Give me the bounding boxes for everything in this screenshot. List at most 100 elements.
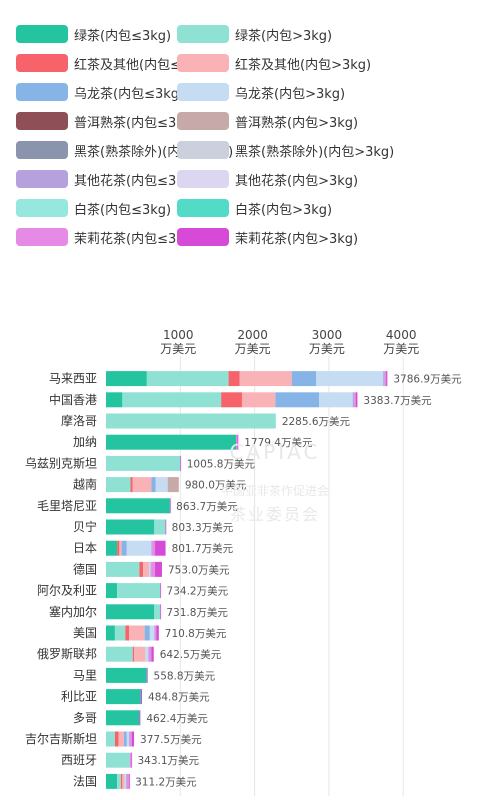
- bar-segment: [154, 625, 156, 641]
- x-tick-label: 3000: [312, 328, 343, 342]
- bar-segment: [239, 371, 292, 387]
- bar-segment: [106, 392, 123, 408]
- bar-segment: [118, 731, 124, 747]
- bar-segment: [148, 646, 150, 662]
- legend-swatch: [177, 199, 229, 217]
- category-label: 越南: [73, 477, 97, 492]
- bar-segment: [106, 710, 140, 726]
- legend-swatch: [177, 25, 229, 43]
- bar-segment: [121, 540, 127, 556]
- bar-segment: [152, 540, 156, 556]
- bar-segment: [106, 371, 147, 387]
- category-label: 中国香港: [49, 392, 97, 407]
- bar-segment: [151, 540, 153, 556]
- x-tick-label: 1000: [163, 328, 194, 342]
- bar-segment: [119, 540, 122, 556]
- bar-segment: [151, 561, 156, 577]
- category-label: 美国: [73, 626, 97, 640]
- bar-segment: [106, 625, 115, 641]
- bar-segment: [106, 646, 133, 662]
- bar-segment: [154, 519, 166, 535]
- legend-item: 普洱熟茶(内包>3kg): [177, 110, 358, 132]
- bar-segment: [125, 625, 130, 641]
- bar-segment: [134, 646, 146, 662]
- legend-label: 绿茶(内包≤3kg): [74, 28, 172, 44]
- category-label: 多哥: [73, 711, 97, 725]
- total-label: 803.3万美元: [172, 521, 234, 534]
- total-label: 642.5万美元: [160, 648, 222, 661]
- category-label: 加纳: [73, 435, 97, 449]
- bar-segment: [319, 392, 353, 408]
- bar-segment: [236, 434, 238, 450]
- total-label: 2285.6万美元: [282, 415, 351, 428]
- bar-segment: [384, 371, 387, 387]
- bar-segment: [132, 731, 135, 747]
- total-label: 343.1万美元: [137, 754, 199, 767]
- legend-label: 红茶及其他(内包>3kg): [235, 57, 372, 73]
- bar-segment: [122, 773, 125, 789]
- bar-segment: [291, 371, 317, 387]
- bar-segment: [106, 773, 118, 789]
- bar-segment: [114, 625, 126, 641]
- bar-segment: [126, 773, 127, 789]
- category-label: 吉尔吉斯斯坦: [25, 731, 97, 746]
- category-label: 乌兹别克斯坦: [25, 455, 97, 470]
- legend-item: 黑茶(熟茶除外)(内包>3kg): [177, 139, 394, 161]
- category-label: 阿尔及利亚: [37, 583, 97, 598]
- bar-segment: [154, 604, 161, 620]
- legend-item: 普洱熟茶(内包≤3kg): [16, 110, 197, 132]
- bar-segment: [131, 752, 133, 768]
- bar-segment: [155, 561, 162, 577]
- legend-item: 绿茶(内包≤3kg): [16, 23, 171, 45]
- bar-segment: [126, 540, 152, 556]
- legend-label: 普洱熟茶(内包≤3kg): [74, 115, 198, 131]
- category-label: 西班牙: [61, 753, 97, 767]
- bar-segment: [149, 646, 152, 662]
- bar-segment: [237, 434, 239, 450]
- bar-segment: [129, 752, 132, 768]
- bar-segment: [155, 477, 168, 493]
- legend-label: 乌龙茶(内包>3kg): [235, 86, 346, 102]
- legend-label: 其他花茶(内包>3kg): [235, 173, 359, 189]
- total-label: 731.8万美元: [166, 606, 228, 619]
- legend-label: 乌龙茶(内包≤3kg): [74, 86, 185, 102]
- bar-segment: [129, 773, 130, 789]
- total-label: 753.0万美元: [168, 563, 230, 576]
- legend-item: 白茶(内包≤3kg): [16, 197, 171, 219]
- legend-label: 普洱熟茶(内包>3kg): [235, 115, 359, 131]
- bar-segment: [354, 392, 356, 408]
- legend-label: 黑茶(熟茶除外)(内包>3kg): [235, 144, 395, 160]
- bar-segment: [106, 604, 155, 620]
- legend-swatch: [16, 228, 68, 246]
- bar-segment: [146, 667, 148, 683]
- legend-label: 茉莉花茶(内包>3kg): [235, 231, 359, 247]
- bar-segment: [114, 731, 119, 747]
- legend-swatch: [16, 112, 68, 130]
- total-label: 558.8万美元: [154, 669, 216, 682]
- x-tick-unit: 万美元: [235, 342, 271, 356]
- bar-segment: [275, 392, 320, 408]
- category-label: 利比亚: [61, 690, 97, 704]
- bar-segment: [160, 604, 162, 620]
- bar-segment: [139, 710, 141, 726]
- bar-segment: [139, 561, 144, 577]
- total-label: 710.8万美元: [165, 627, 227, 640]
- bar-segment: [124, 773, 127, 789]
- bar-segment: [130, 477, 133, 493]
- total-label: 863.7万美元: [176, 500, 238, 513]
- legend-item: 红茶及其他(内包≤3kg): [16, 52, 210, 74]
- category-label: 毛里塔尼亚: [37, 499, 97, 513]
- bar-segment: [155, 540, 166, 556]
- bar-segment: [144, 625, 150, 641]
- x-tick-unit: 万美元: [383, 342, 419, 356]
- total-label: 462.4万美元: [146, 712, 208, 725]
- bar-segment: [106, 519, 155, 535]
- bar-segment: [106, 540, 118, 556]
- bar-segment: [140, 689, 143, 705]
- bar-segment: [169, 498, 171, 514]
- total-label: 377.5万美元: [140, 733, 202, 746]
- bar-segment: [106, 561, 140, 577]
- bar-segment: [149, 625, 155, 641]
- bar-segment: [316, 371, 384, 387]
- bar-segment: [106, 413, 276, 429]
